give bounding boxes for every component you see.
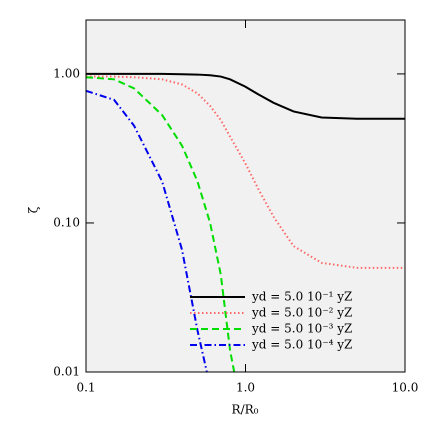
y-tick-label: 1.00 <box>53 66 80 80</box>
legend-label: yd = 5.0 10⁻¹ yZ <box>251 290 352 304</box>
series-line <box>86 75 405 269</box>
y-tick-label: 0.01 <box>53 365 80 379</box>
series-line <box>86 72 405 120</box>
y-tick-label: 0.10 <box>53 215 80 229</box>
legend-label: yd = 5.0 10⁻² yZ <box>251 306 352 320</box>
x-tick-label: 10.0 <box>392 381 419 395</box>
plot-area <box>86 20 405 372</box>
series-line <box>86 89 208 372</box>
legend-label: yd = 5.0 10⁻³ yZ <box>251 322 352 336</box>
y-axis-label: ζ <box>27 206 41 213</box>
x-axis-label: R/R₀ <box>232 403 259 417</box>
lines <box>86 72 405 372</box>
series-line <box>86 76 236 372</box>
x-tick-label: 0.1 <box>76 381 95 395</box>
legend-label: yd = 5.0 10⁻⁴ yZ <box>251 338 352 352</box>
x-tick-label: 1.0 <box>236 381 255 395</box>
